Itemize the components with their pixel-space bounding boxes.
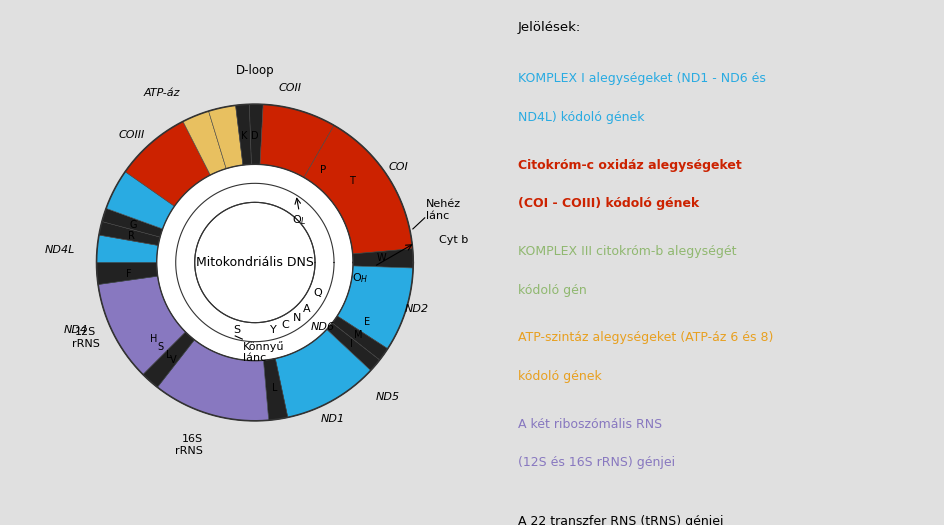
Text: ATP-szintáz alegységeket (ATP-áz 6 és 8): ATP-szintáz alegységeket (ATP-áz 6 és 8) bbox=[517, 331, 773, 344]
Polygon shape bbox=[96, 266, 174, 351]
Polygon shape bbox=[209, 106, 243, 169]
Text: D: D bbox=[251, 131, 259, 141]
Text: A 22 transzfer RNS (tRNS) génjei: A 22 transzfer RNS (tRNS) génjei bbox=[517, 514, 723, 525]
Text: S: S bbox=[233, 325, 241, 335]
Text: V: V bbox=[170, 354, 177, 364]
Text: ND4L) kódoló gének: ND4L) kódoló gének bbox=[517, 111, 644, 124]
Text: ND1: ND1 bbox=[321, 414, 346, 424]
Polygon shape bbox=[126, 121, 211, 206]
Text: R: R bbox=[127, 231, 134, 241]
Text: O$_L$: O$_L$ bbox=[292, 213, 307, 227]
Polygon shape bbox=[132, 324, 184, 373]
Polygon shape bbox=[353, 249, 413, 268]
Polygon shape bbox=[333, 167, 413, 329]
Polygon shape bbox=[183, 111, 227, 175]
Polygon shape bbox=[206, 104, 373, 197]
Text: ND4L: ND4L bbox=[44, 245, 75, 255]
Text: E: E bbox=[363, 317, 370, 327]
Polygon shape bbox=[158, 340, 269, 421]
Text: I: I bbox=[350, 339, 353, 349]
Text: ATP-áz: ATP-áz bbox=[143, 88, 180, 98]
Polygon shape bbox=[249, 104, 263, 164]
Text: A két riboszómális RNS: A két riboszómális RNS bbox=[517, 418, 662, 431]
Text: K: K bbox=[241, 131, 247, 141]
Polygon shape bbox=[153, 338, 317, 421]
Text: KOMPLEX I alegységeket (ND1 - ND6 és: KOMPLEX I alegységeket (ND1 - ND6 és bbox=[517, 72, 766, 85]
Text: (COI - COIII) kódoló gének: (COI - COIII) kódoló gének bbox=[517, 197, 699, 210]
Text: Q: Q bbox=[313, 288, 322, 298]
Polygon shape bbox=[337, 266, 413, 349]
Text: W: W bbox=[377, 253, 386, 263]
Text: T: T bbox=[349, 176, 355, 186]
Text: Nehéz
lánc: Nehéz lánc bbox=[426, 200, 461, 221]
Polygon shape bbox=[99, 222, 160, 246]
Polygon shape bbox=[339, 304, 398, 344]
Polygon shape bbox=[106, 172, 175, 229]
Text: L: L bbox=[272, 383, 278, 393]
Text: Cyt b: Cyt b bbox=[439, 235, 468, 245]
Text: Y: Y bbox=[270, 325, 277, 335]
Text: Jelölések:: Jelölések: bbox=[517, 20, 581, 34]
Polygon shape bbox=[294, 313, 391, 408]
Text: O$_H$: O$_H$ bbox=[351, 271, 368, 285]
Text: M: M bbox=[354, 330, 362, 340]
Text: F: F bbox=[126, 269, 131, 279]
Text: S: S bbox=[158, 342, 164, 352]
Text: KOMPLEX III citokróm-b alegységét: KOMPLEX III citokróm-b alegységét bbox=[517, 245, 736, 258]
Polygon shape bbox=[96, 104, 413, 421]
Text: ND4: ND4 bbox=[63, 325, 88, 335]
Polygon shape bbox=[260, 104, 334, 177]
Polygon shape bbox=[194, 202, 315, 323]
Text: N: N bbox=[293, 313, 301, 323]
Text: COI: COI bbox=[388, 162, 408, 172]
Polygon shape bbox=[143, 332, 194, 387]
Text: Citokróm-c oxidáz alegységeket: Citokróm-c oxidáz alegységeket bbox=[517, 159, 741, 172]
Text: D-loop: D-loop bbox=[236, 64, 274, 77]
Polygon shape bbox=[236, 104, 251, 165]
Text: L: L bbox=[166, 350, 171, 360]
Text: 12S
rRNS: 12S rRNS bbox=[72, 327, 99, 349]
Text: Könnyű
lánc: Könnyű lánc bbox=[244, 341, 285, 363]
Text: kódoló gén: kódoló gén bbox=[517, 284, 586, 297]
Polygon shape bbox=[96, 235, 159, 268]
Text: ND2: ND2 bbox=[405, 304, 430, 314]
Text: COII: COII bbox=[278, 83, 301, 93]
Polygon shape bbox=[328, 156, 381, 203]
Polygon shape bbox=[327, 323, 379, 371]
Text: G: G bbox=[130, 220, 138, 230]
Text: COIII: COIII bbox=[119, 131, 144, 141]
Text: H: H bbox=[150, 334, 158, 344]
Text: ND5: ND5 bbox=[376, 392, 400, 402]
Polygon shape bbox=[98, 276, 185, 374]
Polygon shape bbox=[124, 318, 178, 362]
Polygon shape bbox=[304, 125, 413, 254]
Text: (12S és 16S rRNS) génjei: (12S és 16S rRNS) génjei bbox=[517, 456, 675, 469]
Polygon shape bbox=[276, 330, 371, 417]
Text: kódoló gének: kódoló gének bbox=[517, 370, 601, 383]
Text: 16S
rRNS: 16S rRNS bbox=[175, 434, 203, 456]
Text: ND6: ND6 bbox=[311, 322, 335, 332]
Polygon shape bbox=[102, 208, 162, 237]
Polygon shape bbox=[332, 316, 388, 360]
Text: C: C bbox=[281, 320, 289, 330]
Text: A: A bbox=[303, 304, 311, 314]
Polygon shape bbox=[96, 262, 158, 285]
Text: P: P bbox=[320, 165, 327, 175]
Polygon shape bbox=[263, 359, 288, 420]
Polygon shape bbox=[141, 331, 192, 384]
Text: Mitokondriális DNS: Mitokondriális DNS bbox=[196, 256, 313, 269]
